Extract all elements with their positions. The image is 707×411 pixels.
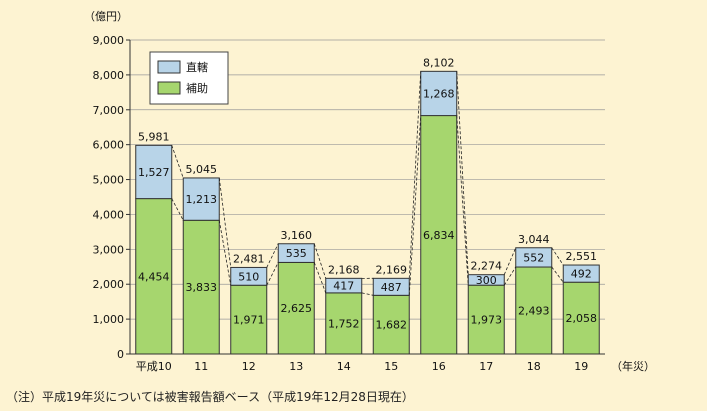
legend-swatch-subsidy	[157, 81, 181, 95]
x-unit-label: （年災）	[611, 359, 655, 373]
bar-subsidy	[325, 292, 363, 355]
bar-direct	[420, 70, 458, 117]
bar-direct	[135, 144, 173, 200]
y-tick-label: 0	[117, 348, 124, 361]
legend-label-subsidy: 補助	[186, 81, 208, 95]
footnote: （注）平成19年災については被害報告額ベース（平成19年12月28日現在）	[6, 390, 414, 404]
data-label-subsidy: 1,971	[233, 314, 265, 327]
data-label-subsidy: 1,752	[328, 317, 360, 330]
connector-line-total	[218, 177, 232, 268]
legend-label-direct: 直轄	[186, 60, 208, 74]
bar-subsidy	[562, 281, 600, 355]
stacked-bar-chart: 0 1,000 2,000 3,000 4,000 5,000 6,000 7,000 8,00…	[84, 10, 655, 373]
y-tick-label: 7,000	[93, 104, 125, 117]
y-tick-label: 2,000	[93, 278, 125, 291]
bar-subsidy	[135, 198, 173, 355]
data-label-total: 2,481	[233, 252, 265, 265]
data-label-total: 2,169	[376, 263, 408, 276]
bar-direct	[467, 274, 505, 286]
bar-direct	[325, 277, 363, 294]
data-label-subsidy: 4,454	[138, 270, 170, 283]
y-tick-label: 1,000	[93, 313, 125, 326]
x-tick-label: 13	[289, 360, 303, 373]
data-label-total: 8,102	[423, 56, 455, 69]
bar-subsidy	[277, 261, 315, 355]
bar-direct	[372, 277, 410, 296]
data-label-direct: 510	[238, 270, 259, 283]
bar-subsidy	[372, 294, 410, 355]
data-label-total: 5,045	[186, 163, 218, 176]
connector-line-segment	[361, 292, 374, 296]
connector-line-segment	[266, 262, 279, 286]
bar-subsidy	[467, 284, 505, 355]
data-label-subsidy: 3,833	[186, 281, 218, 294]
data-label-total: 5,981	[138, 130, 170, 143]
data-label-direct: 1,268	[423, 87, 455, 100]
bar-direct	[230, 266, 268, 286]
data-label-total: 3,160	[281, 229, 313, 242]
connector-line-segment	[218, 220, 232, 286]
connector-line-segment	[313, 262, 327, 294]
y-unit-label: （億円）	[84, 10, 128, 23]
connector-line-total	[266, 243, 279, 268]
connector-line-segment	[503, 266, 517, 286]
data-label-direct: 492	[571, 268, 592, 281]
y-tick-label: 5,000	[93, 174, 125, 187]
data-label-total: 2,168	[328, 263, 360, 276]
y-tick-label: 6,000	[93, 139, 125, 152]
x-tick-label: 15	[384, 360, 398, 373]
data-label-subsidy: 2,058	[566, 312, 598, 325]
connector-line-total	[313, 243, 327, 279]
x-tick-label: 19	[574, 360, 588, 373]
connector-line-total	[171, 145, 184, 179]
connector-line-segment	[456, 115, 469, 286]
x-tick-label: 平成10	[136, 360, 172, 373]
x-tick-label: 14	[337, 360, 351, 373]
bar-direct	[515, 247, 553, 268]
bar-direct	[277, 243, 315, 263]
data-label-subsidy: 1,682	[376, 319, 408, 332]
data-label-direct: 552	[523, 251, 544, 264]
data-label-subsidy: 1,973	[471, 314, 503, 327]
y-tick-label: 3,000	[93, 243, 125, 256]
data-label-direct: 1,527	[138, 166, 170, 179]
data-label-total: 3,044	[518, 233, 550, 246]
data-label-total: 2,551	[566, 250, 598, 263]
x-tick-label: 18	[527, 360, 541, 373]
data-label-total: 2,274	[471, 260, 503, 273]
connector-line-segment	[171, 198, 184, 221]
data-label-subsidy: 6,834	[423, 229, 455, 242]
x-tick-label: 17	[479, 360, 493, 373]
connector-line-total	[456, 71, 469, 275]
legend-box	[149, 51, 229, 105]
data-label-direct: 417	[333, 280, 354, 293]
y-tick-label: 9,000	[93, 34, 125, 47]
data-label-direct: 300	[476, 274, 497, 287]
connector-line-segment	[551, 266, 564, 283]
connector-line-total	[551, 247, 564, 266]
data-label-subsidy: 2,493	[518, 305, 550, 318]
data-label-subsidy: 2,625	[281, 302, 313, 315]
bar-subsidy	[515, 266, 553, 355]
connector-line-total	[408, 71, 422, 279]
y-tick-label: 4,000	[93, 208, 125, 221]
bar-direct	[562, 264, 600, 283]
y-tick-label: 8,000	[93, 69, 125, 82]
x-tick-label: 11	[194, 360, 208, 373]
data-label-direct: 535	[286, 247, 307, 260]
x-tick-label: 12	[242, 360, 256, 373]
connector-line-segment	[408, 115, 422, 296]
bar-direct	[182, 177, 220, 221]
data-label-direct: 1,213	[186, 193, 218, 206]
x-tick-label: 16	[432, 360, 446, 373]
data-label-direct: 487	[381, 281, 402, 294]
legend-swatch-direct	[157, 60, 181, 74]
